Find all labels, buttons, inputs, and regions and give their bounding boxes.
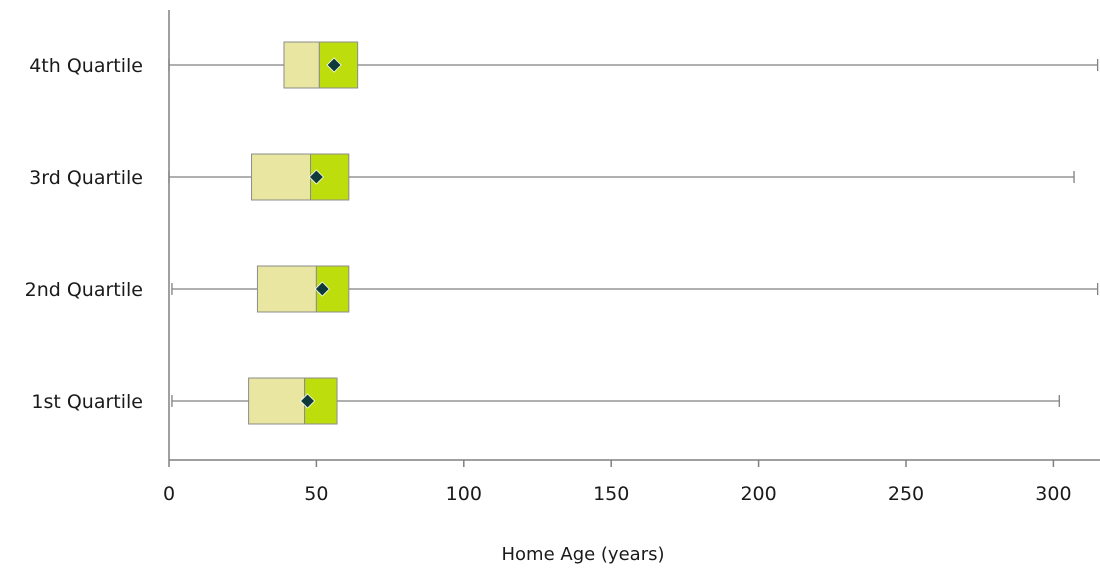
category-label: 3rd Quartile xyxy=(29,167,143,189)
category-labels: 4th Quartile 3rd Quartile 2nd Quartile 1st … xyxy=(25,55,143,413)
box-2 xyxy=(168,153,1075,201)
box-1 xyxy=(168,41,1099,89)
x-axis-ticks: 0 50 100 150 200 250 300 xyxy=(163,460,1072,505)
mean-marker xyxy=(308,169,324,185)
box-4 xyxy=(171,377,1060,425)
category-label: 2nd Quartile xyxy=(25,279,143,301)
box-lower-half xyxy=(256,265,317,313)
x-tick-label: 100 xyxy=(446,483,482,505)
box-lower-half xyxy=(251,153,312,201)
mean-marker xyxy=(299,393,316,409)
mean-marker xyxy=(326,57,342,73)
mean-marker xyxy=(314,281,330,297)
box-lower-half xyxy=(283,41,320,89)
box-lower-half xyxy=(248,377,306,425)
box-group xyxy=(168,41,1099,425)
x-tick-label: 50 xyxy=(304,483,328,505)
box-3 xyxy=(171,265,1099,313)
x-axis-title: Home Age (years) xyxy=(502,544,665,565)
category-label: 4th Quartile xyxy=(29,55,143,77)
x-tick-label: 0 xyxy=(163,483,175,505)
category-label: 1st Quartile xyxy=(31,391,143,413)
x-tick-label: 200 xyxy=(740,483,776,505)
x-tick-label: 300 xyxy=(1035,483,1071,505)
x-tick-label: 250 xyxy=(888,483,924,505)
x-tick-label: 150 xyxy=(593,483,629,505)
